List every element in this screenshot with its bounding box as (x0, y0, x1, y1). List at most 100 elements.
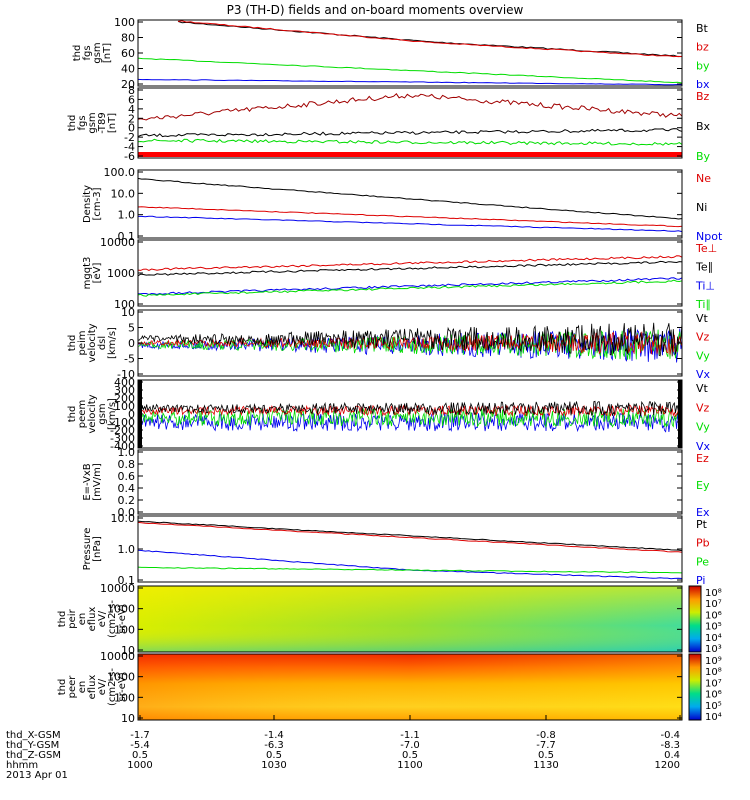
x-row-value: -1.4 (264, 730, 284, 741)
y-tick-label: 0 (128, 408, 135, 421)
y-tick-label: 10 (121, 644, 135, 657)
legend-ti⊥: Ti⊥ (695, 279, 715, 292)
colorbar-label: 10⁵ (705, 701, 722, 712)
legend-ti∥: Ti∥ (695, 298, 711, 311)
x-row-value: -1.1 (400, 730, 420, 741)
legend-vx: Vx (696, 440, 711, 453)
spectrogram-ion-shade (138, 586, 682, 652)
y-tick-label: 4 (128, 103, 135, 116)
y-tick-label: 0.1 (118, 230, 136, 243)
y-tick-label: 40 (121, 63, 135, 76)
x-row-value: 1100 (397, 760, 422, 771)
colorbar-label: 10⁴ (705, 633, 722, 644)
trace-Pb (137, 521, 683, 553)
y-tick-label: 0 (128, 122, 135, 135)
trace-by (137, 57, 683, 84)
y-tick-label: 2 (128, 112, 135, 125)
x-row-value: 1030 (261, 760, 286, 771)
legend-vz: Vz (696, 331, 710, 344)
colorbar-label: 10⁸ (705, 588, 722, 599)
y-tick-label: 0.8 (118, 458, 136, 471)
colorbar (688, 585, 702, 653)
trace-Pi (137, 549, 683, 580)
x-row-value: -7.0 (400, 740, 420, 751)
plot-title: P3 (TH-D) fields and on-board moments ov… (227, 3, 524, 17)
y-tick-label: 60 (121, 47, 135, 60)
x-row-value: 1200 (655, 760, 680, 771)
trace-Ni (137, 177, 683, 220)
trace-Npot (138, 215, 683, 233)
panel-frame (137, 239, 683, 307)
legend-pb: Pb (696, 537, 710, 550)
y-tick-label: -4 (124, 141, 135, 154)
x-row-value: -7.7 (536, 740, 556, 751)
legend-ne: Ne (696, 172, 711, 185)
x-row-value: 0.5 (266, 750, 282, 761)
y-tick-label: 0 (128, 337, 135, 350)
colorbar-label: 10⁷ (705, 599, 722, 610)
x-row-value: -1.7 (130, 730, 150, 741)
y-tick-label: 10 (121, 306, 135, 319)
colorbar (688, 653, 702, 721)
y-axis-label: thdpeerenefluxeV/(cm2-s-sr-eV) (57, 668, 128, 706)
y-tick-label: 10 (121, 712, 135, 725)
legend-ex: Ex (696, 506, 710, 519)
x-row-value: -8.3 (660, 740, 680, 751)
legend-bt: Bt (696, 22, 709, 35)
legend-npot: Npot (696, 230, 723, 243)
y-tick-label: -400 (110, 440, 135, 453)
x-row-label: hhmm (6, 760, 38, 771)
x-row-label: thd_Z-GSM (6, 750, 61, 761)
legend-ni: Ni (696, 201, 707, 214)
panel-veli: 10 5 0 -5 -10 thdpeimvelocitydsl[km/s] Vt Vz Vy V… (67, 306, 711, 381)
panel-density: 100.0 10.0 1.0 0.1 Density[cm-3] Ne Ni Npot (82, 166, 723, 243)
x-axis-labels: thd_X-GSM -1.7 -1.4 -1.1 -0.8 -0.4 thd_Y-GSM -5… (6, 715, 681, 781)
y-axis-label: Pressure[nPa] (82, 528, 103, 571)
trace-Vz (137, 331, 683, 355)
x-row-value: -5.4 (130, 740, 150, 751)
x-row-value: 1130 (533, 760, 558, 771)
spectrogram-electron-shade (138, 654, 682, 720)
y-tick-label: 1000 (107, 603, 135, 616)
y-tick-label: 10000 (100, 236, 135, 249)
y-axis-label: Density[cm-3] (82, 185, 103, 223)
panel-pressure: 10.0 1.0 0.1 Pressure[nPa] Pt Pb Pe Pi (82, 512, 710, 587)
y-tick-label: 10.0 (111, 512, 136, 525)
trace-Pt (137, 520, 683, 552)
y-axis-label: E=-VxB[mV/m] (82, 463, 103, 501)
legend-vy: Vy (696, 349, 710, 362)
legend-vz: Vz (696, 401, 710, 414)
y-axis-label: thdfgsgsm-T89[nT] (67, 112, 118, 134)
y-tick-label: 10000 (100, 582, 135, 595)
y-tick-label: -300 (110, 432, 135, 445)
y-tick-label: 100 (114, 691, 135, 704)
panel-peir: 10000 1000 100 10 thdpeirenefluxeV/(cm2-s-sr… (57, 582, 722, 657)
legend-bz: bz (696, 41, 709, 54)
legend-vx: Vx (696, 368, 711, 381)
colorbar-label: 10⁶ (705, 690, 722, 701)
y-axis-label: thdpeirenefluxeV/(cm2-s-sr-eV) (57, 600, 128, 638)
y-tick-label: -100 (110, 416, 135, 429)
y-tick-label: 200 (114, 392, 135, 405)
y-axis-label: thdfgsgsm[nT] (72, 42, 113, 63)
trace-Vt (137, 322, 683, 357)
y-tick-label: 1000 (107, 267, 135, 280)
x-row-value: 0.5 (538, 750, 554, 761)
legend-by: by (696, 59, 710, 72)
y-tick-label: 1000 (107, 671, 135, 684)
y-tick-label: 1.0 (118, 209, 136, 222)
panel-frame (137, 585, 683, 653)
panel-frame (137, 19, 683, 87)
legend-te⊥: Te⊥ (695, 242, 717, 255)
date-label: 2013 Apr 01 (6, 770, 68, 781)
y-axis-label: thdpeemvelocitygsm[km/s] (67, 394, 118, 433)
legend-ey: Ey (696, 479, 710, 492)
y-tick-label: 20 (121, 78, 135, 91)
legend-vt: Vt (696, 312, 709, 325)
legend-vt: Vt (696, 382, 709, 395)
panel-frame (137, 169, 683, 239)
y-tick-label: 0.1 (118, 574, 136, 587)
